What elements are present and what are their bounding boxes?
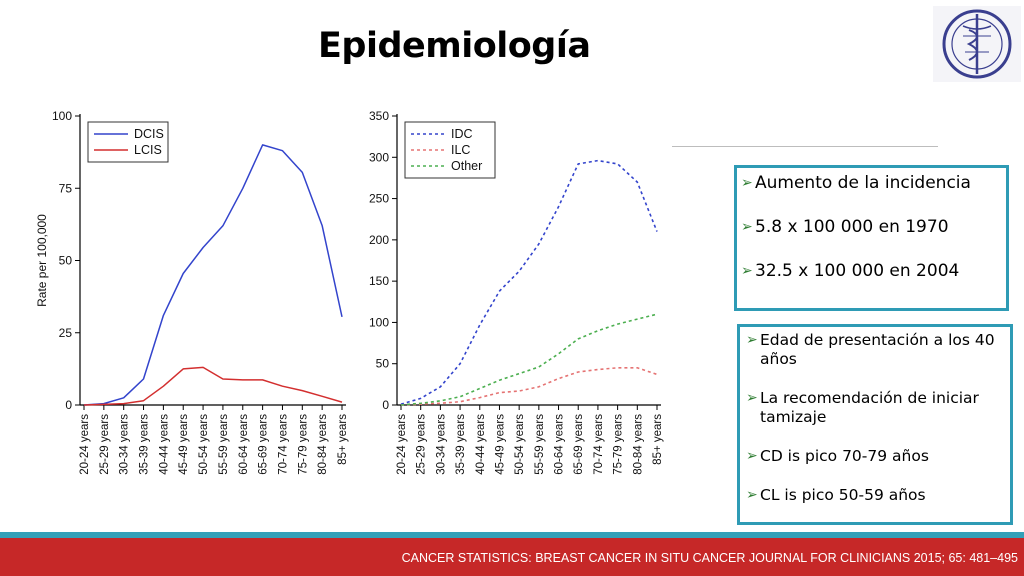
list-item: ➢ 5.8 x 100 000 en 1970 (741, 217, 949, 237)
x-tick-label: 80-84 years (632, 414, 644, 475)
incidence-box: ➢ Aumento de la incidencia ➢ 5.8 x 100 000… (734, 165, 1009, 311)
arrow-bullet-icon: ➢ (746, 448, 758, 464)
x-tick-label: 60-64 years (238, 414, 250, 475)
legend-label: ILC (451, 143, 470, 157)
y-tick-label: 25 (59, 326, 73, 340)
y-tick-label: 75 (59, 181, 73, 195)
x-tick-label: 20-24 years (396, 414, 408, 475)
x-tick-label: 35-39 years (139, 414, 151, 475)
x-tick-label: 35-39 years (455, 414, 467, 475)
list-item: ➢ Edad de presentación a los 40 años (746, 331, 995, 368)
x-tick-label: 30-34 years (119, 414, 131, 475)
x-tick-label: 40-44 years (158, 414, 170, 475)
footer-accent-band (0, 532, 1024, 538)
y-tick-label: 250 (369, 192, 389, 206)
y-axis-label: Rate per 100,000 (35, 214, 49, 307)
x-tick-label: 25-29 years (99, 414, 111, 475)
x-tick-label: 75-79 years (297, 414, 309, 475)
arrow-bullet-icon: ➢ (741, 175, 753, 191)
x-tick-label: 70-74 years (593, 414, 605, 475)
x-tick-label: 65-69 years (573, 414, 585, 475)
x-tick-label: 85+ years (652, 414, 664, 465)
x-tick-label: 65-69 years (258, 414, 270, 475)
arrow-bullet-icon: ➢ (746, 332, 758, 348)
x-tick-label: 50-54 years (514, 414, 526, 475)
arrow-bullet-icon: ➢ (741, 263, 753, 279)
chart-in-situ-legend: DCIS LCIS (87, 121, 169, 163)
x-tick-label: 25-29 years (416, 414, 428, 475)
series-line-other (400, 313, 658, 406)
y-tick-label: 300 (369, 150, 389, 164)
series-line-dcis (83, 144, 343, 406)
x-tick-label: 80-84 years (317, 414, 329, 475)
presentation-box: ➢ Edad de presentación a los 40 años ➢ La … (737, 324, 1013, 525)
institution-seal-icon (933, 6, 1021, 82)
x-tick-label: 45-49 years (494, 414, 506, 475)
legend-label: LCIS (134, 143, 162, 157)
x-tick-label: 50-54 years (198, 414, 210, 475)
arrow-bullet-icon: ➢ (746, 487, 758, 503)
y-tick-label: 50 (59, 254, 73, 268)
list-item: ➢ CD is pico 70-79 años (746, 447, 929, 465)
chart-invasive-axes: 0 50 100 150 200 250 300 350 20-24 years 25-29 ye… (369, 109, 664, 475)
y-tick-label: 50 (376, 357, 390, 371)
chart-in-situ: 0 25 50 75 100 20-24 years 25-29 years 30-34 ye… (35, 109, 349, 475)
legend-label: IDC (451, 127, 473, 141)
x-tick-label: 40-44 years (475, 414, 487, 475)
page-title: Epidemiología (318, 26, 591, 66)
y-tick-label: 0 (382, 398, 389, 412)
legend-label: Other (451, 159, 482, 173)
chart-invasive: 0 50 100 150 200 250 300 350 20-24 years 25-29 ye… (369, 109, 664, 475)
chart-invasive-series (400, 159, 658, 406)
y-tick-label: 100 (52, 109, 72, 123)
x-tick-label: 70-74 years (277, 414, 289, 475)
x-tick-label: 45-49 years (178, 414, 190, 475)
x-tick-label: 85+ years (337, 414, 349, 465)
y-tick-label: 150 (369, 274, 389, 288)
x-tick-label: 20-24 years (79, 414, 91, 475)
x-tick-label: 75-79 years (613, 414, 625, 475)
arrow-bullet-icon: ➢ (741, 219, 753, 235)
series-line-ilc (400, 366, 658, 406)
y-tick-label: 200 (369, 233, 389, 247)
chart-in-situ-axes: 0 25 50 75 100 20-24 years 25-29 years 30-34 ye… (35, 109, 349, 475)
list-item: ➢ Aumento de la incidencia (741, 173, 971, 193)
chart-invasive-legend: IDC ILC Other (404, 121, 496, 179)
series-line-idc (400, 159, 658, 405)
y-tick-label: 350 (369, 109, 389, 123)
list-item: ➢ CL is pico 50-59 años (746, 486, 926, 504)
footer-citation: CANCER STATISTICS: BREAST CANCER IN SITU… (401, 551, 1018, 565)
series-line-lcis (83, 366, 343, 406)
list-item: ➢ 32.5 x 100 000 en 2004 (741, 261, 960, 281)
arrow-bullet-icon: ➢ (746, 390, 758, 406)
x-tick-label: 30-34 years (435, 414, 447, 475)
y-tick-label: 0 (65, 398, 72, 412)
x-tick-label: 55-59 years (218, 414, 230, 475)
x-tick-label: 55-59 years (534, 414, 546, 475)
list-item: ➢ La recomendación de iniciar tamizaje (746, 389, 979, 426)
x-tick-label: 60-64 years (554, 414, 566, 475)
legend-label: DCIS (134, 127, 164, 141)
chart-in-situ-series (83, 144, 343, 406)
decorative-divider (672, 146, 938, 147)
y-tick-label: 100 (369, 315, 389, 329)
footer-band (0, 538, 1024, 576)
legend-box (87, 121, 169, 163)
